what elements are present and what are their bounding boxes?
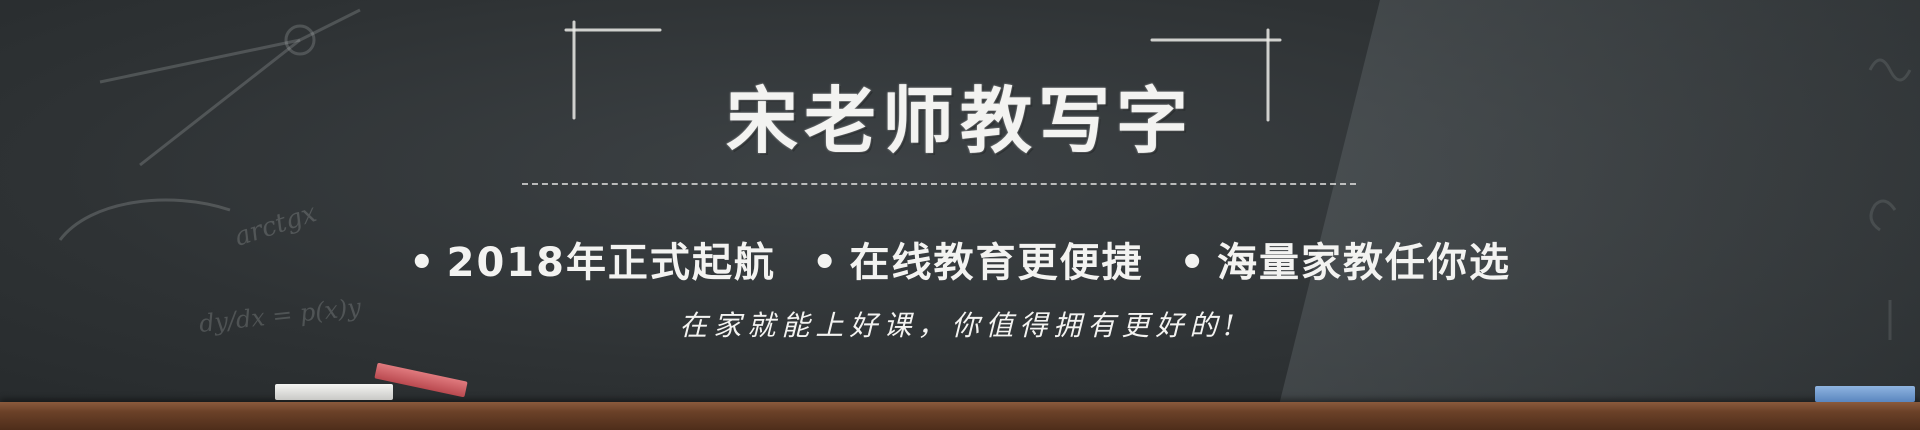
feature-list: • 2018年正式起航 • 在线教育更便捷 • 海量家教任你选	[0, 230, 1920, 288]
feature-text: 2018年正式起航	[446, 240, 776, 286]
feature-text: 海量家教任你选	[1216, 240, 1511, 286]
banner-slogan: 在家就能上好课，你值得拥有更好的!	[679, 309, 1241, 342]
bullet-icon: •	[409, 240, 437, 286]
bullet-icon: •	[1179, 240, 1207, 286]
feature-item: • 2018年正式起航	[409, 230, 776, 288]
blue-chalk-icon	[1815, 386, 1915, 402]
white-chalk-icon	[275, 384, 393, 400]
dashed-divider	[522, 183, 1356, 185]
compass-sketch-icon	[58, 8, 361, 241]
feature-item: • 在线教育更便捷	[812, 230, 1144, 288]
feature-item: • 海量家教任你选	[1179, 230, 1511, 288]
chalkboard-ledge	[0, 402, 1920, 430]
bullet-icon: •	[811, 240, 840, 286]
feature-text: 在线教育更便捷	[849, 240, 1144, 286]
banner-title: 宋老师教写字	[725, 79, 1194, 163]
